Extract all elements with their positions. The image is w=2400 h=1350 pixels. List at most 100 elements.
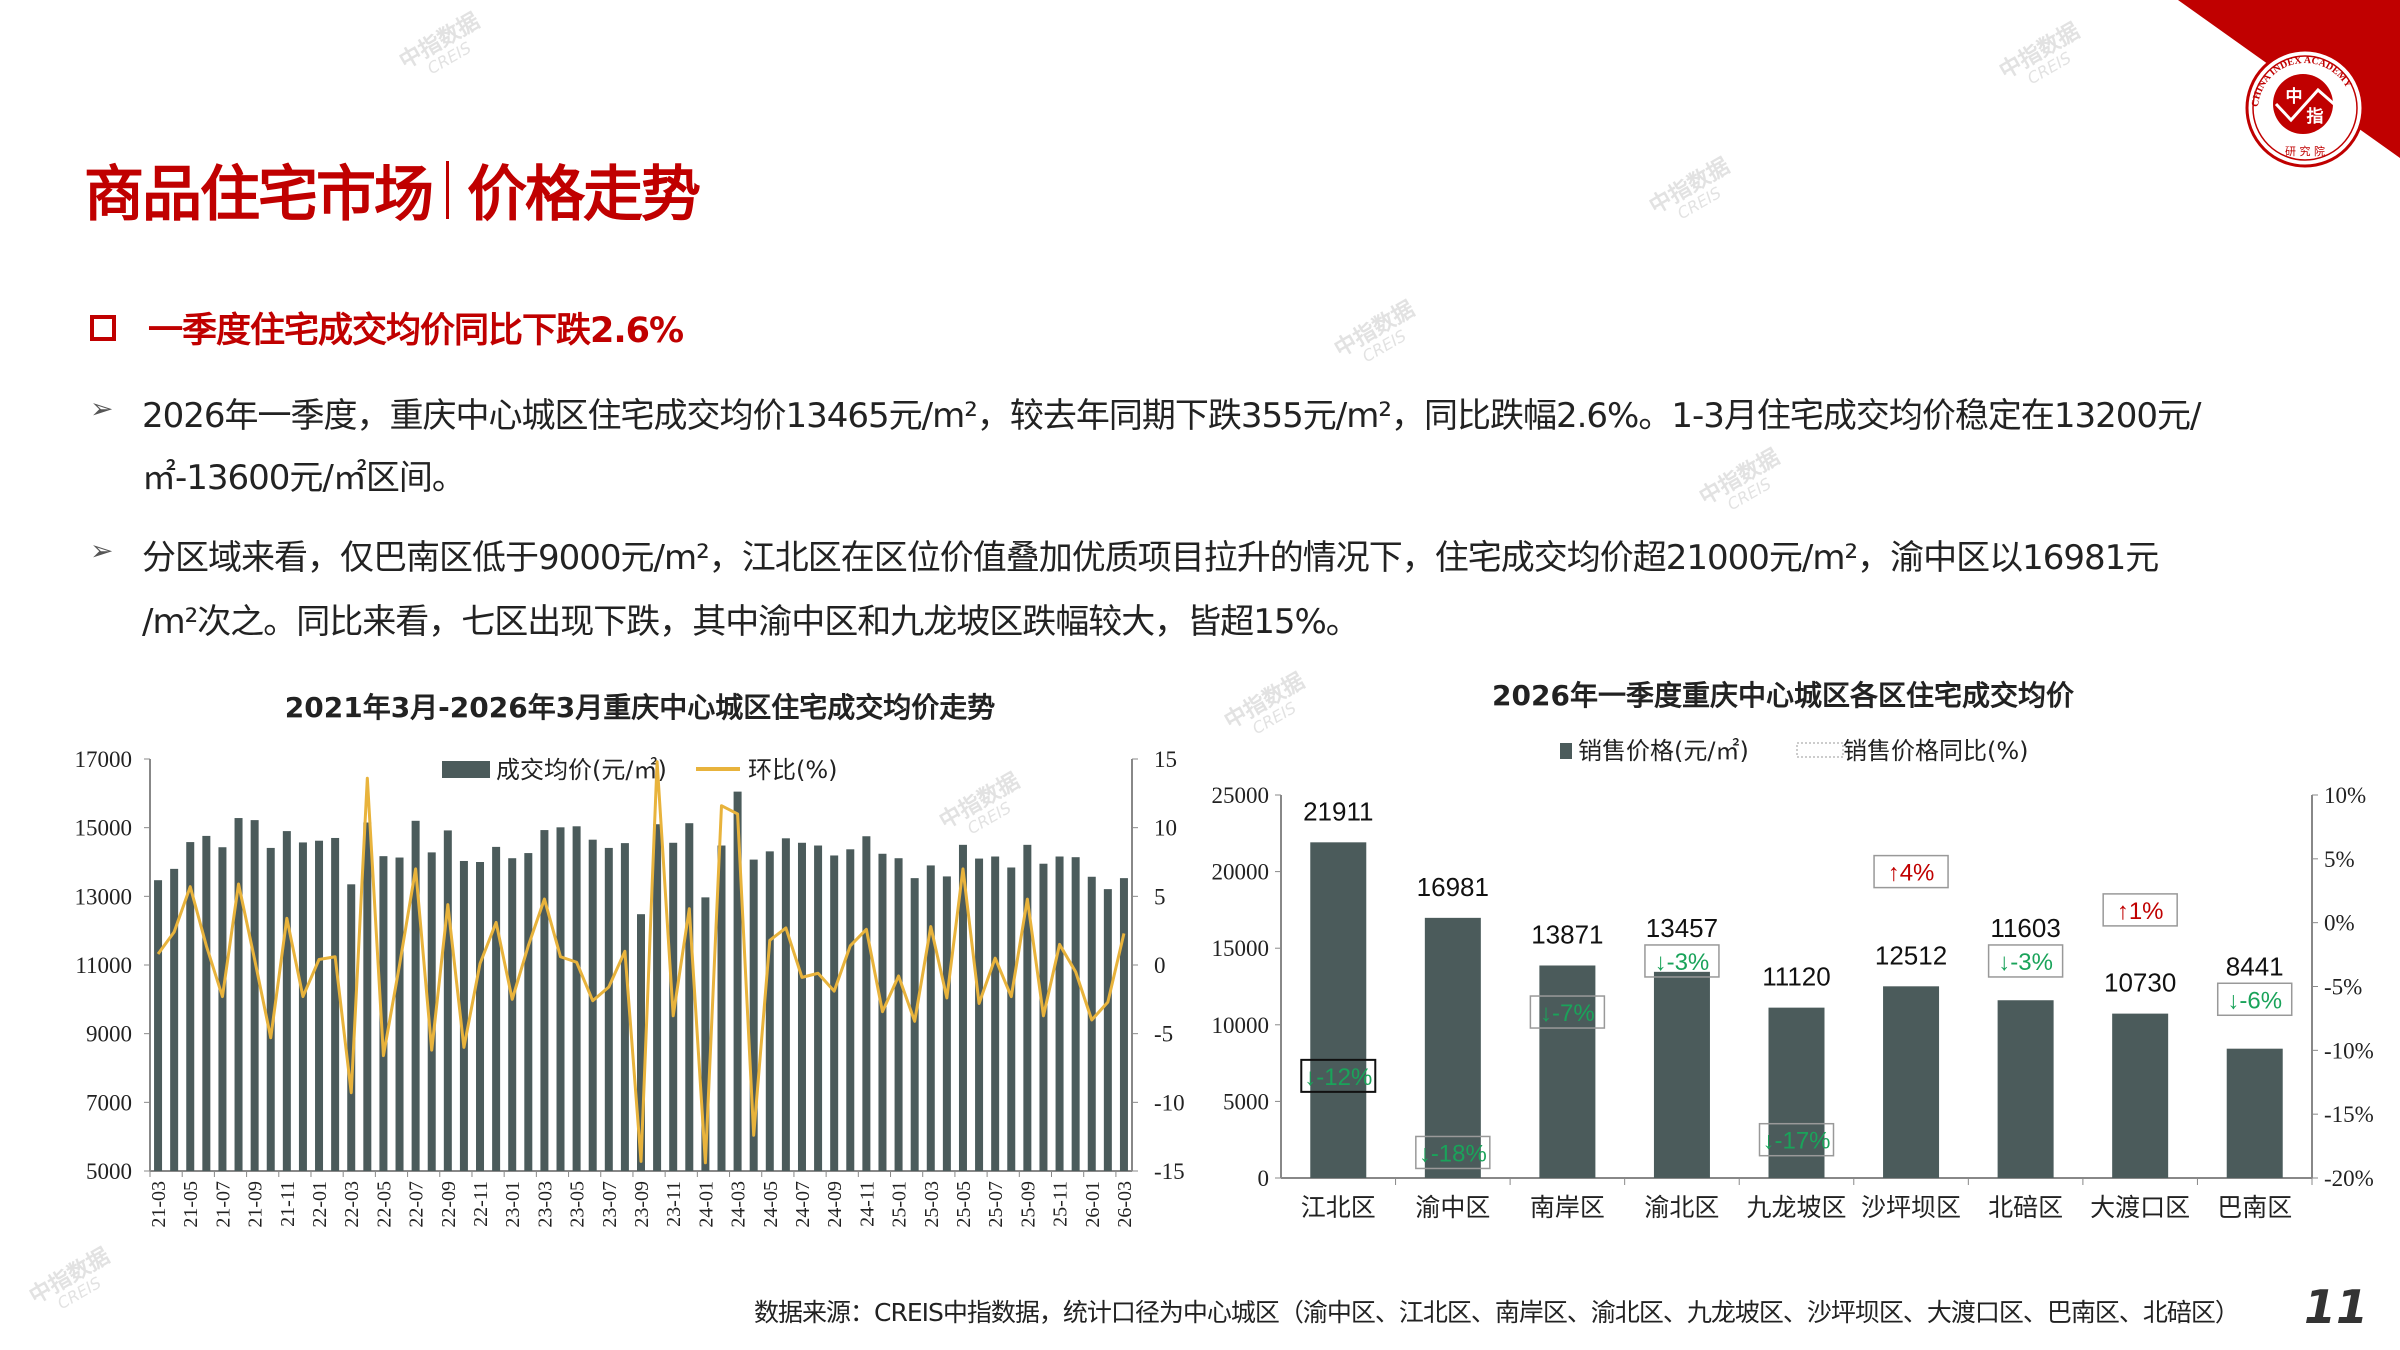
bar-value-label: 11603 (1990, 913, 2060, 943)
x-tick-label: 24-01 (695, 1181, 717, 1228)
district-label: 渝中区 (1415, 1193, 1490, 1222)
legend-label-price: 销售价格(元/㎡) (1578, 737, 1749, 765)
price-bar (1071, 857, 1080, 1171)
price-bar (814, 845, 823, 1171)
left-tick-label: 15000 (1212, 936, 1270, 961)
x-tick-label: 21-11 (277, 1181, 299, 1227)
right-tick-label: 5 (1154, 884, 1166, 909)
price-bar (991, 856, 1000, 1171)
left-tick-label: 20000 (1212, 860, 1270, 885)
price-bar (701, 897, 710, 1171)
yoy-label: ↓-3% (1655, 949, 1710, 976)
yoy-label-box (1529, 995, 1606, 1029)
district-price-bar (1653, 971, 1710, 1178)
price-bar (411, 820, 420, 1171)
district-price-bar (1883, 986, 1940, 1178)
yoy-label: ↓-17% (1762, 1128, 1830, 1155)
district-price-bar (1310, 842, 1367, 1178)
bullet-point-1: ➢ 2026年一季度，重庆中心城区住宅成交均价13465元/m²，较去年同期下跌… (90, 388, 2390, 518)
district-price-chart: 2026年一季度重庆中心城区各区住宅成交均价 销售价格(元/㎡) 销售价格同比(… (1212, 679, 2374, 1222)
bullet-text-line: ㎡-13600元/㎡区间。 (142, 458, 466, 498)
x-tick-label: 22-11 (470, 1181, 492, 1227)
price-bar (1119, 878, 1128, 1171)
x-tick-label: 21-03 (148, 1181, 170, 1228)
yoy-label: ↓-7% (1540, 1000, 1595, 1027)
price-bar (830, 855, 839, 1171)
price-bar (1055, 856, 1064, 1171)
price-bar (395, 857, 404, 1171)
bar-value-label: 12512 (1875, 940, 1947, 970)
price-bar (218, 847, 227, 1171)
yoy-label: ↑4% (1888, 860, 1935, 887)
x-tick-label: 21-07 (212, 1181, 234, 1228)
yoy-label-box (2102, 893, 2178, 927)
yoy-label: ↓-6% (2227, 987, 2282, 1014)
price-bar (556, 827, 565, 1171)
left-tick-label: 17000 (75, 747, 133, 772)
chart-title: 2026年一季度重庆中心城区各区住宅成交均价 (1492, 679, 2075, 712)
price-bar (975, 858, 984, 1171)
price-bar (620, 843, 629, 1171)
page-title-section: 商品住宅市场 (84, 160, 434, 230)
x-tick-label: 22-07 (406, 1181, 428, 1228)
x-tick-label: 22-03 (341, 1181, 363, 1228)
left-tick-label: 0 (1258, 1166, 1270, 1191)
price-bar (637, 914, 645, 1171)
district-price-bar (1424, 917, 1481, 1178)
x-tick-label: 25-01 (889, 1181, 911, 1228)
x-tick-label: 22-05 (373, 1181, 395, 1228)
chart-legend: 销售价格(元/㎡) 销售价格同比(%) (1560, 737, 2029, 765)
district-label: 北碚区 (1988, 1193, 2063, 1222)
right-tick-label: -15 (1154, 1159, 1185, 1184)
price-bar (733, 791, 742, 1171)
price-bar (250, 820, 259, 1171)
price-bar (749, 859, 758, 1171)
brand-corner: 中 指 研 究 院 CHINA INDEX ACADEMY (2178, 0, 2400, 168)
price-bar (459, 860, 468, 1171)
price-bar (958, 844, 967, 1171)
price-bar (492, 846, 501, 1171)
x-tick-label: 21-09 (245, 1181, 267, 1228)
right-tick-label: 0 (1154, 953, 1166, 978)
yoy-label-box (1415, 1135, 1491, 1170)
price-bar (476, 862, 485, 1171)
right-tick-label: 0% (2324, 911, 2355, 936)
price-bar (508, 858, 517, 1171)
x-tick-label: 24-05 (760, 1181, 782, 1228)
x-tick-label: 23-01 (502, 1181, 524, 1228)
yoy-label: ↓-3% (1998, 949, 2053, 976)
price-bar (926, 865, 935, 1171)
x-tick-label: 24-07 (792, 1181, 814, 1228)
district-label: 巴南区 (2217, 1193, 2292, 1222)
price-bar (524, 853, 533, 1171)
left-tick-label: 7000 (86, 1090, 132, 1115)
price-bar (540, 830, 549, 1171)
legend-bar-swatch (442, 761, 490, 778)
svg-text:中: 中 (2286, 86, 2303, 107)
price-bar (298, 842, 307, 1171)
page-title-topic: 价格走势 (467, 160, 701, 230)
x-tick-label: 22-01 (309, 1181, 331, 1228)
x-tick-label: 26-03 (1114, 1181, 1136, 1228)
arrow-bullet-icon: ➢ (90, 392, 114, 425)
district-label: 南岸区 (1530, 1193, 1605, 1222)
district-label: 九龙坡区 (1746, 1193, 1846, 1222)
bullet-text-line: 2026年一季度，重庆中心城区住宅成交均价13465元/m²，较去年同期下跌35… (142, 396, 2202, 436)
x-tick-label: 25-07 (985, 1181, 1007, 1228)
yoy-label-box (1873, 854, 1949, 889)
price-bar (1023, 844, 1032, 1171)
district-label: 沙坪坝区 (1861, 1193, 1961, 1222)
price-bar (717, 845, 726, 1171)
legend-label-mom: 环比(%) (748, 756, 838, 784)
price-bar (910, 878, 919, 1171)
yoy-label-box (1758, 1122, 1835, 1157)
price-bar (186, 842, 195, 1171)
svg-text:研 究 院: 研 究 院 (2285, 144, 2325, 158)
district-price-bar (1539, 965, 1596, 1178)
price-bar (331, 837, 340, 1171)
x-tick-label: 25-09 (1017, 1181, 1039, 1228)
price-bar (1039, 863, 1048, 1171)
legend-label-yoy: 销售价格同比(%) (1843, 737, 2029, 765)
price-bar (862, 836, 871, 1171)
x-tick-label: 24-03 (728, 1181, 750, 1228)
